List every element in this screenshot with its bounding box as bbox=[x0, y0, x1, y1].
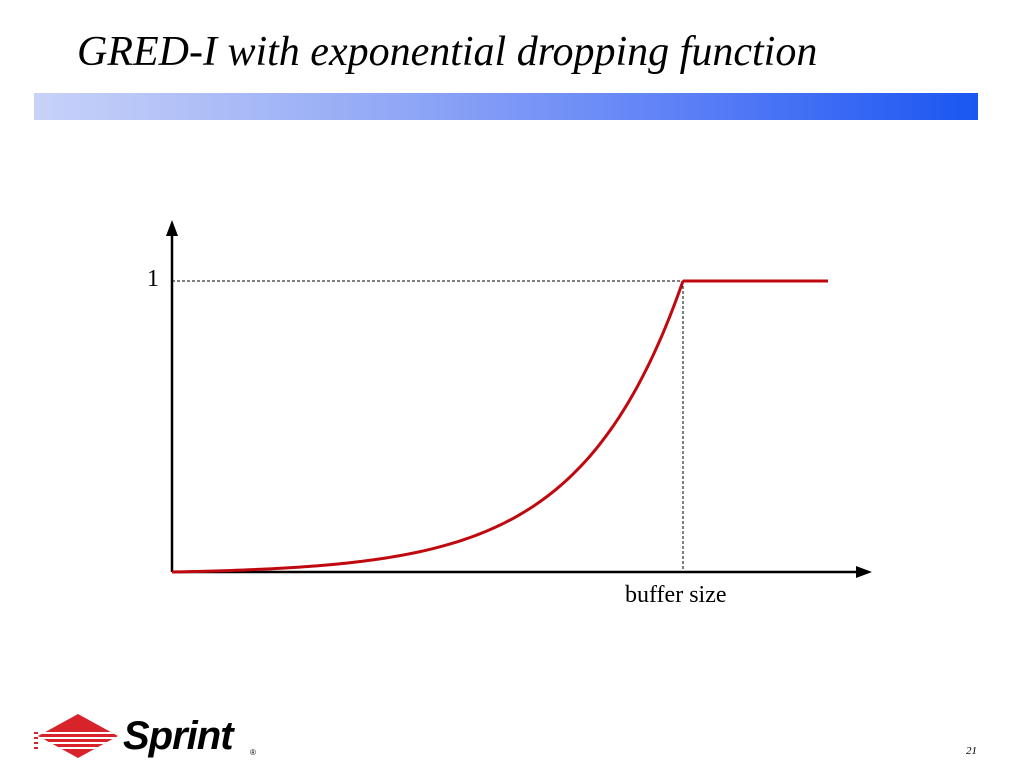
sprint-logo-icon bbox=[34, 714, 118, 758]
y-tick-label-one: 1 bbox=[147, 266, 159, 292]
dropping-function-curve bbox=[171, 280, 685, 574]
page-number: 21 bbox=[966, 745, 977, 757]
y-axis-arrowhead bbox=[166, 220, 178, 236]
slide-title: GRED-I with exponential dropping functio… bbox=[77, 29, 818, 75]
title-gradient-bar bbox=[34, 93, 978, 120]
x-axis-label: buffer size bbox=[625, 582, 727, 608]
sprint-logo-text: Sprint bbox=[123, 714, 234, 758]
registered-mark: ® bbox=[250, 748, 256, 757]
x-axis-arrowhead bbox=[856, 566, 872, 578]
